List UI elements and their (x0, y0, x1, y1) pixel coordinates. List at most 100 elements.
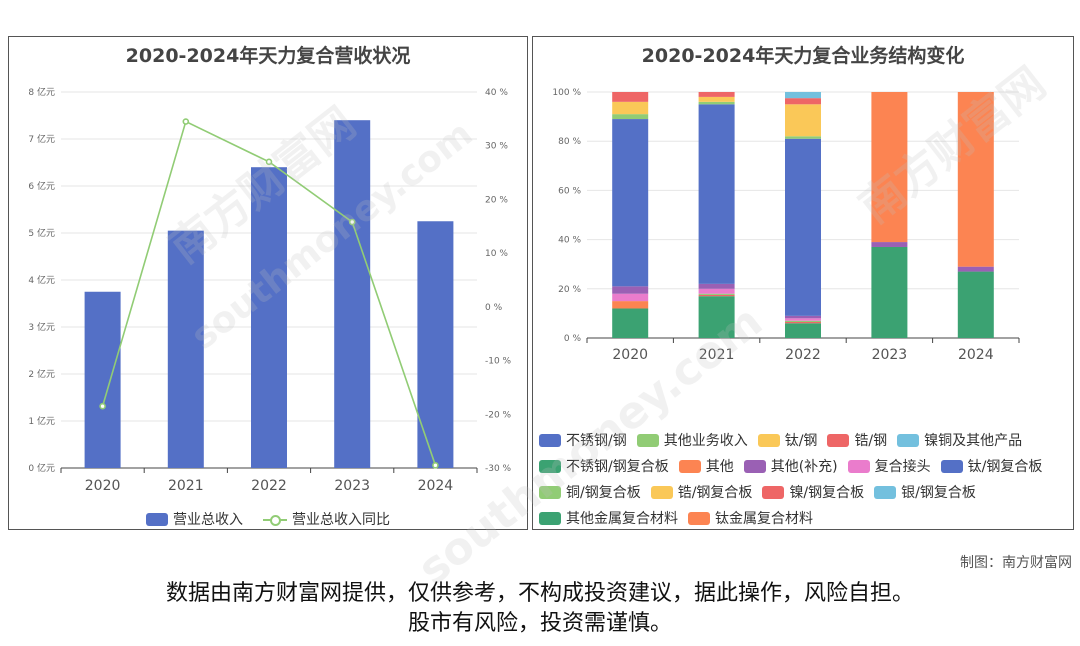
y-tick-label: 20 % (558, 285, 581, 295)
chart-credit: 制图：南方财富网 (960, 555, 1072, 571)
legend-label: 钛/钢 (784, 433, 818, 449)
legend-swatch (678, 459, 701, 473)
stack-segment (957, 266, 994, 272)
y-right-tick-label: 0 % (485, 303, 503, 313)
y-left-tick-label: 5 亿元 (28, 227, 55, 239)
legend-swatch (827, 433, 850, 447)
legend-label: 银/钢复合板 (901, 485, 976, 501)
legend-label: 锆/钢复合板 (677, 485, 753, 501)
y-right-tick-label: 30 % (485, 142, 508, 152)
stack-segment (698, 293, 735, 295)
legend-label: 其他业务收入 (663, 433, 748, 449)
legend-label: 其他金属复合材料 (566, 511, 678, 527)
legend-item[interactable]: 银/钢复合板 (874, 482, 976, 502)
stack-segment (698, 92, 735, 97)
revenue-yoy-point (348, 218, 356, 226)
stack-segment (612, 301, 649, 309)
revenue-chart-legend: 营业总收入 营业总收入同比 (9, 509, 527, 529)
legend-item-revenue-yoy[interactable]: 营业总收入同比 (263, 509, 390, 529)
legend-item[interactable]: 钛/钢 (757, 430, 818, 450)
legend-item[interactable]: 其他业务收入 (636, 430, 748, 450)
stack-segment (612, 308, 649, 338)
stack-segment (957, 271, 994, 338)
x-tick-label: 2022 (785, 347, 821, 363)
legend-label: 其他(补充) (770, 459, 838, 475)
legend-swatch (897, 433, 920, 447)
legend-swatch (762, 485, 785, 499)
y-left-tick-label: 3 亿元 (28, 321, 55, 333)
legend-item[interactable]: 其他 (678, 456, 734, 476)
legend-label-revenue: 营业总收入 (173, 512, 243, 528)
legend-swatch (688, 511, 710, 525)
stack-segment (698, 296, 735, 338)
y-left-tick-label: 8 亿元 (28, 86, 55, 98)
legend-item[interactable]: 不锈钢/钢复合板 (539, 456, 669, 476)
y-left-tick-label: 0 亿元 (28, 462, 55, 474)
legend-item[interactable]: 复合接头 (847, 456, 931, 476)
stack-segment (871, 92, 908, 243)
legend-swatch (636, 433, 659, 447)
stack-segment (698, 96, 735, 102)
legend-label: 其他 (705, 459, 734, 475)
y-left-tick-label: 6 亿元 (28, 180, 55, 192)
disclaimer: 数据由南方财富网提供，仅供参考，不构成投资建议，据此操作，风险自担。 股市有风险… (0, 579, 1080, 639)
structure-chart-legend: 不锈钢/钢 其他业务收入 钛/钢 锆/钢 镍铜及其他产品不锈钢/钢复合板 其他 其他(补充)… (539, 430, 1073, 528)
legend-label: 钛金属复合材料 (715, 511, 813, 527)
revenue-bar (84, 291, 121, 468)
structure-chart-panel: 2020-2024年天力复合业务结构变化 0 % 20 % 40 % 60 % 80 %… (532, 36, 1074, 530)
legend-swatch (650, 485, 673, 499)
x-tick-label: 2023 (334, 478, 370, 494)
legend-item[interactable]: 锆/钢 (827, 430, 887, 450)
legend-label: 锆/钢 (854, 433, 888, 449)
y-right-tick-label: -20 % (485, 410, 512, 420)
revenue-chart-svg: 0 亿元 1 亿元 2 亿元 3 亿元 4 亿元 5 亿元 6 亿元 7 亿元 8 亿元 -30 … (28, 86, 512, 494)
revenue-bar (167, 230, 204, 468)
legend-item[interactable]: 铜/钢复合板 (539, 482, 641, 502)
revenue-chart-panel: 2020-2024年天力复合营收状况 0 亿元 1 亿元 2 亿元 3 亿元 4 亿元 5… (8, 36, 528, 530)
legend-item-revenue[interactable]: 营业总收入 (146, 509, 243, 529)
stack-segment (785, 318, 821, 321)
stack-segment (785, 138, 821, 316)
legend-label-revenue-yoy: 营业总收入同比 (292, 512, 390, 528)
y-right-tick-label: 40 % (485, 88, 508, 98)
legend-item[interactable]: 镍/钢复合板 (762, 482, 864, 502)
stack-segment (785, 322, 821, 324)
legend-item[interactable]: 其他金属复合材料 (539, 508, 678, 528)
stack-segment (957, 92, 994, 267)
stack-segment (785, 136, 821, 139)
legend-item[interactable]: 钛金属复合材料 (688, 508, 813, 528)
legend-item[interactable]: 镍铜及其他产品 (897, 430, 1022, 450)
y-left-tick-label: 2 亿元 (28, 368, 55, 380)
stack-segment (698, 101, 735, 105)
legend-label: 复合接头 (874, 459, 931, 475)
stack-segment (785, 98, 821, 105)
stack-segment (612, 101, 649, 115)
legend-label: 不锈钢/钢 (566, 433, 627, 449)
revenue-chart-title: 2020-2024年天力复合营收状况 (125, 45, 411, 67)
stack-segment (698, 283, 735, 289)
stack-segment (612, 286, 649, 294)
stack-segment (698, 294, 735, 297)
stack-segment (871, 242, 908, 247)
structure-chart-svg: 0 % 20 % 40 % 60 % 80 % 100 % 2020 2021 2022 2023… (552, 88, 1020, 363)
legend-swatch-revenue-yoy (263, 513, 287, 526)
revenue-bar (417, 221, 454, 468)
x-tick-label: 2020 (612, 347, 648, 363)
stack-segment (612, 119, 649, 287)
y-tick-label: 60 % (558, 186, 581, 196)
revenue-yoy-point (182, 118, 190, 125)
legend-swatch (874, 485, 897, 499)
legend-swatch (940, 459, 963, 473)
y-tick-label: 0 % (564, 334, 582, 344)
legend-item[interactable]: 其他(补充) (743, 456, 838, 476)
stack-segment (785, 323, 821, 338)
y-left-tick-label: 4 亿元 (28, 274, 55, 286)
y-left-tick-label: 7 亿元 (28, 133, 55, 145)
legend-item[interactable]: 钛/钢复合板 (940, 456, 1042, 476)
revenue-yoy-point (265, 158, 273, 166)
legend-item[interactable]: 锆/钢复合板 (650, 482, 753, 502)
legend-item[interactable]: 不锈钢/钢 (539, 430, 627, 450)
y-right-tick-label: -10 % (485, 357, 512, 367)
y-left-tick-label: 1 亿元 (28, 415, 55, 427)
y-right-tick-label: 20 % (485, 195, 508, 205)
